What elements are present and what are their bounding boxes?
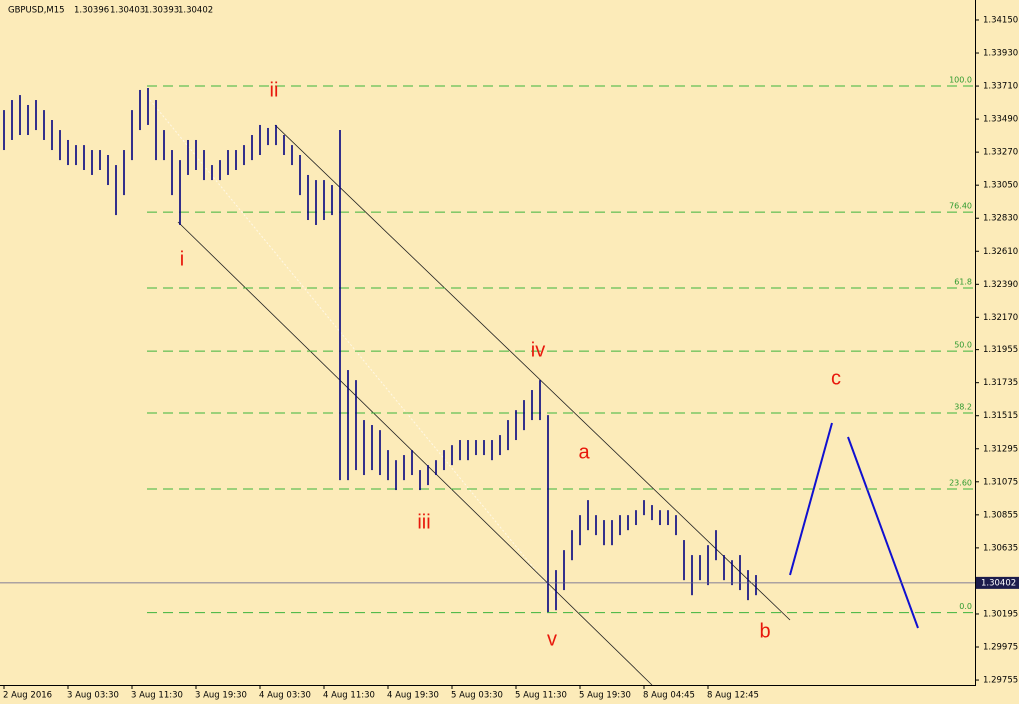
- wave-label: a: [578, 441, 590, 463]
- y-tick-label: 1.30195: [983, 609, 1018, 619]
- x-tick-label: 4 Aug 19:30: [387, 691, 439, 701]
- y-tick-label: 1.34150: [983, 15, 1018, 25]
- channel-bottom: [177, 221, 653, 686]
- wave-label: iv: [531, 339, 545, 361]
- y-tick-label: 1.32170: [983, 313, 1018, 323]
- fib-label: 61.8: [954, 278, 972, 287]
- fib-label: 23.60: [949, 479, 972, 488]
- x-tick-label: 4 Aug 03:30: [259, 691, 311, 701]
- wave-label: c: [831, 367, 841, 389]
- y-tick-label: 1.30855: [983, 510, 1018, 520]
- y-tick-label: 1.29755: [983, 676, 1018, 686]
- ohlc-open: 1.30396: [74, 6, 109, 16]
- fib-label: 50.0: [954, 341, 972, 350]
- y-tick-label: 1.31735: [983, 378, 1018, 388]
- plot-area: [3, 85, 975, 614]
- y-tick-label: 1.32830: [983, 214, 1018, 224]
- y-tick-label: 1.31955: [983, 345, 1018, 355]
- wave-label: i: [180, 248, 184, 270]
- y-tick-label: 1.31075: [983, 477, 1018, 487]
- ohlc-low: 1.30393: [144, 6, 179, 16]
- y-tick-label: 1.32390: [983, 280, 1018, 290]
- x-tick-label: 4 Aug 11:30: [323, 691, 375, 701]
- y-tick-label: 1.33050: [983, 181, 1018, 191]
- last-price-label: 1.30402: [981, 578, 1016, 588]
- y-tick-label: 1.31295: [983, 444, 1018, 454]
- y-tick-label: 1.33490: [983, 115, 1018, 125]
- y-tick-label: 1.29975: [983, 643, 1018, 653]
- x-tick-label: 5 Aug 19:30: [579, 691, 631, 701]
- x-tick-label: 3 Aug 11:30: [131, 691, 183, 701]
- fib-label: 0.0: [959, 602, 972, 611]
- last-price-box: [976, 576, 1019, 589]
- fib-label: 100.0: [949, 76, 972, 85]
- projection-down: [847, 436, 919, 629]
- ohlc-close: 1.30402: [178, 6, 213, 16]
- x-tick-label: 5 Aug 11:30: [515, 691, 567, 701]
- ohlc-high: 1.30403: [110, 6, 145, 16]
- y-tick-label: 1.32610: [983, 247, 1018, 257]
- y-tick-label: 1.33930: [983, 49, 1018, 59]
- fib-label: 38.2: [954, 403, 972, 412]
- x-tick-label: 8 Aug 12:45: [707, 691, 759, 701]
- x-tick-label: 8 Aug 04:45: [643, 691, 695, 701]
- wave-label: v: [547, 628, 557, 650]
- x-tick-label: 5 Aug 03:30: [451, 691, 503, 701]
- y-tick-label: 1.30635: [983, 543, 1018, 553]
- symbol: GBPUSD,M15: [8, 6, 65, 16]
- x-tick-label: 3 Aug 19:30: [195, 691, 247, 701]
- y-tick-label: 1.33270: [983, 148, 1018, 158]
- wave-label: b: [759, 620, 770, 642]
- projection-up: [789, 422, 833, 576]
- x-tick-label: 2 Aug 2016: [3, 691, 52, 701]
- y-tick-label: 1.33710: [983, 82, 1018, 92]
- x-tick-label: 3 Aug 03:30: [67, 691, 119, 701]
- y-tick-label: 1.31515: [983, 411, 1018, 421]
- wave-label: ii: [270, 79, 279, 101]
- fib-label: 76.40: [949, 202, 972, 211]
- channel-top: [274, 124, 791, 621]
- wave-label: iii: [417, 511, 430, 533]
